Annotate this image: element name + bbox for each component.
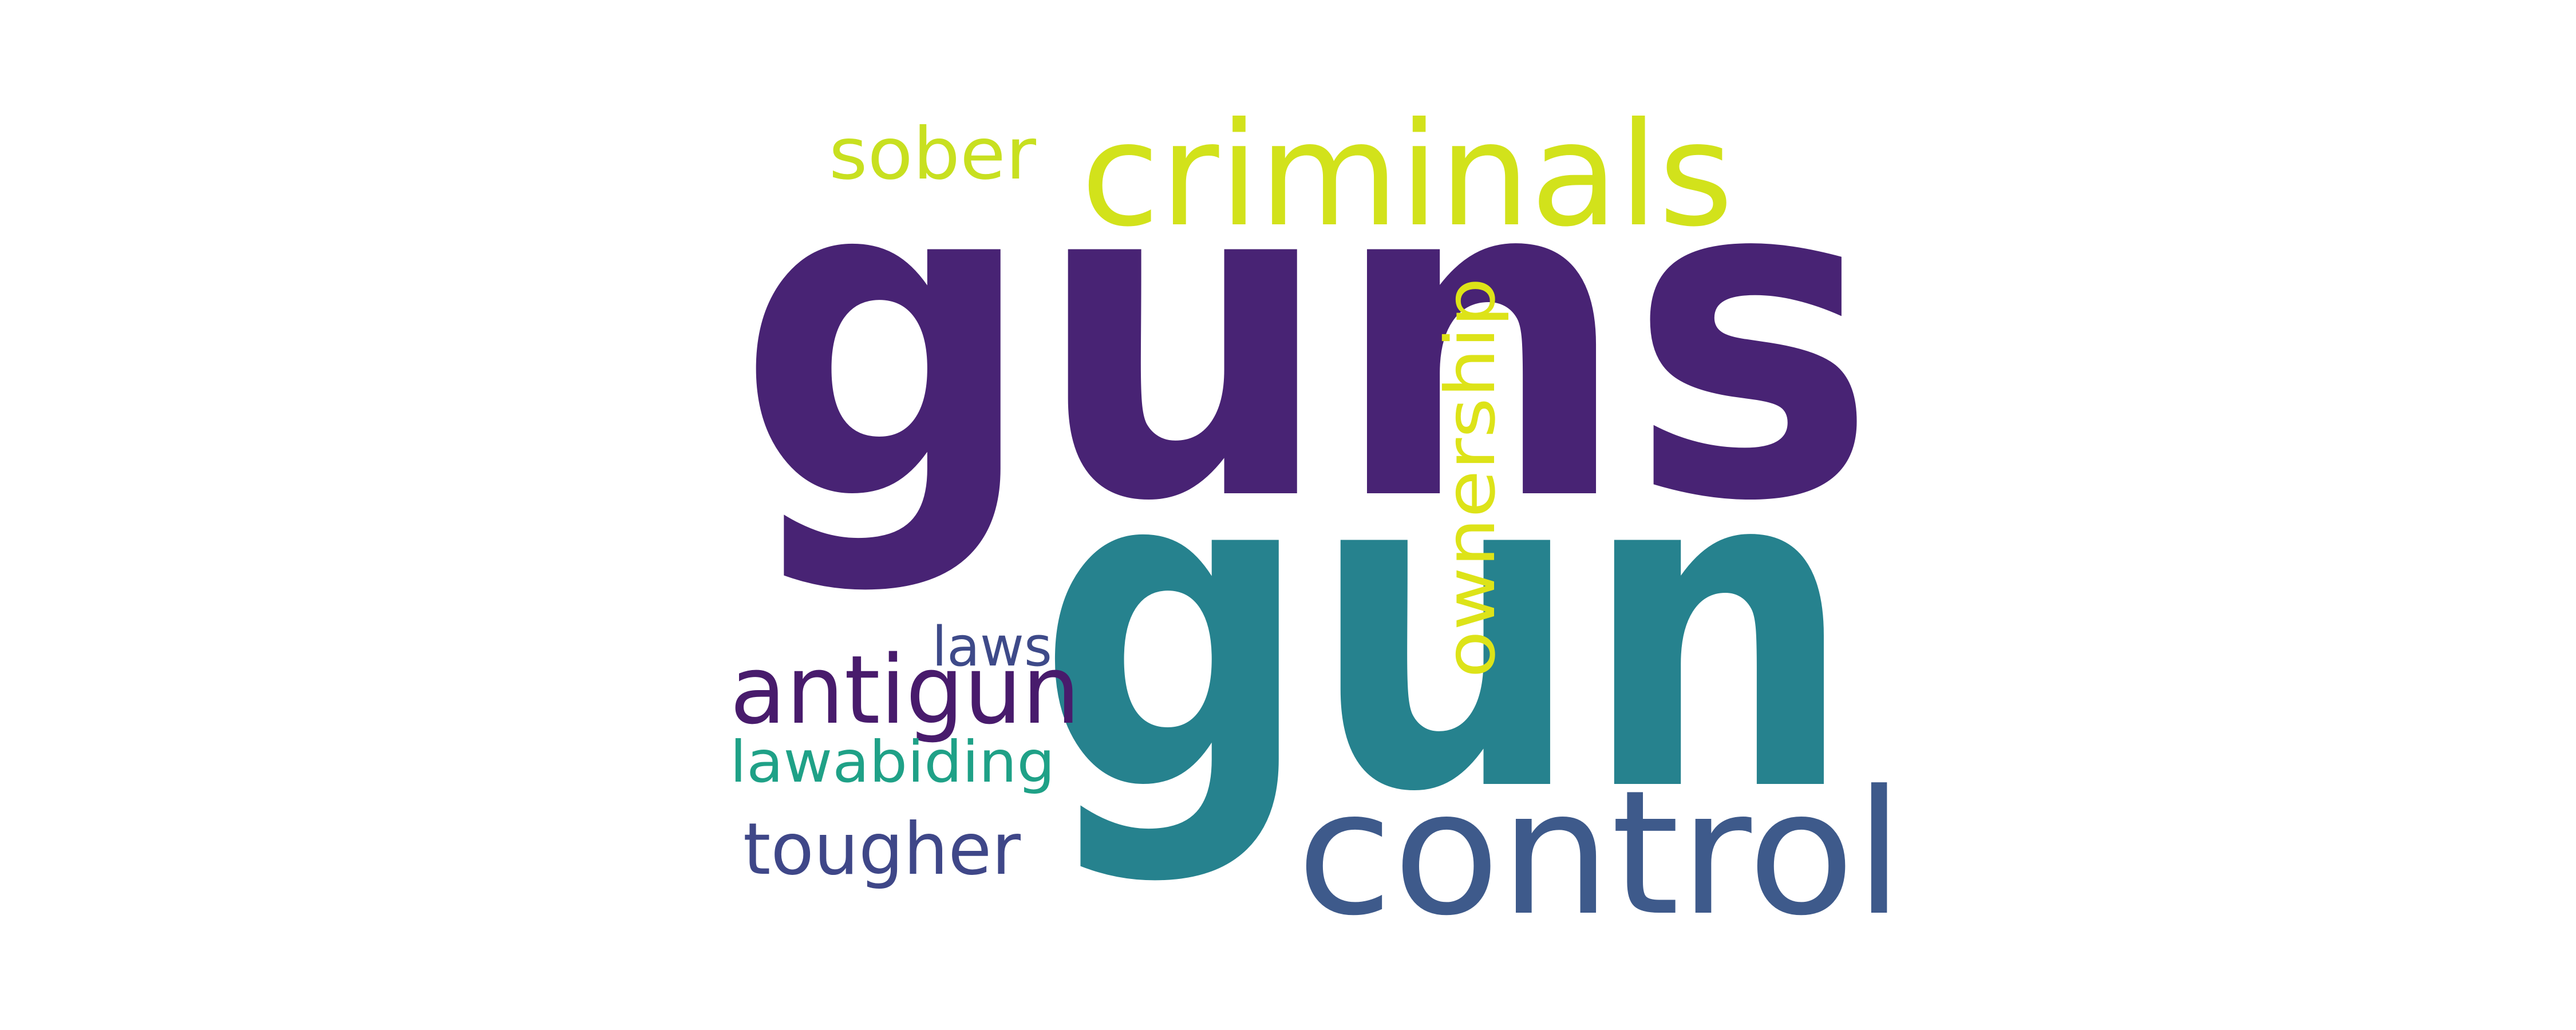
word-criminals: criminals <box>1081 92 1733 258</box>
word-lawabiding: lawabiding <box>730 728 1055 795</box>
word-antigun: antigun <box>730 635 1080 745</box>
word-gun: gun <box>1038 370 1854 889</box>
word-control: control <box>1297 754 1903 953</box>
word-tougher: tougher <box>743 808 1021 891</box>
word-ownership: ownership <box>1431 278 1511 678</box>
word-sober: sober <box>829 113 1037 196</box>
word-laws: laws <box>932 616 1052 679</box>
word-guns: guns <box>737 79 1876 599</box>
